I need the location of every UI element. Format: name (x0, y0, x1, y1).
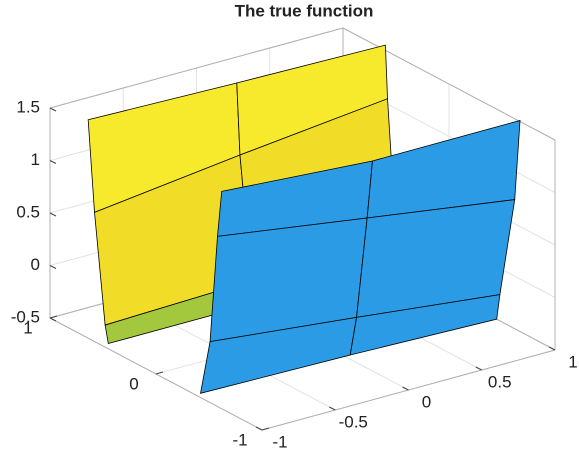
x-tick-label: 0 (422, 392, 431, 411)
z-tick-label: 1.5 (16, 97, 40, 116)
y-tick (49, 315, 58, 319)
z-tick (49, 160, 57, 164)
z-tick-label: -0.5 (11, 307, 40, 326)
chart-title: The true function (235, 1, 374, 20)
x-tick (402, 386, 409, 391)
y-tick-label: -1 (232, 430, 247, 449)
axis-box-line (49, 27, 344, 109)
x-tick-label: 1 (568, 352, 577, 371)
x-tick-label: -1 (272, 432, 287, 451)
x-tick-label: 0.5 (488, 372, 512, 391)
x-tick (255, 426, 263, 431)
z-tick-label: 1 (31, 150, 40, 169)
z-tick-label: 0.5 (16, 202, 40, 221)
x-tick (329, 406, 336, 411)
y-tick (261, 427, 270, 431)
z-tick (49, 212, 57, 217)
x-tick (548, 346, 556, 351)
y-tick-label: 1 (23, 318, 32, 337)
z-tick (49, 265, 57, 269)
surface-face (349, 294, 501, 356)
z-tick (49, 107, 57, 112)
z-tick (49, 317, 57, 322)
y-tick (155, 371, 164, 375)
z-tick-label: 0 (31, 255, 40, 274)
x-tick (475, 366, 482, 371)
x-tick-label: -0.5 (339, 412, 368, 431)
y-tick-label: 0 (129, 374, 138, 393)
